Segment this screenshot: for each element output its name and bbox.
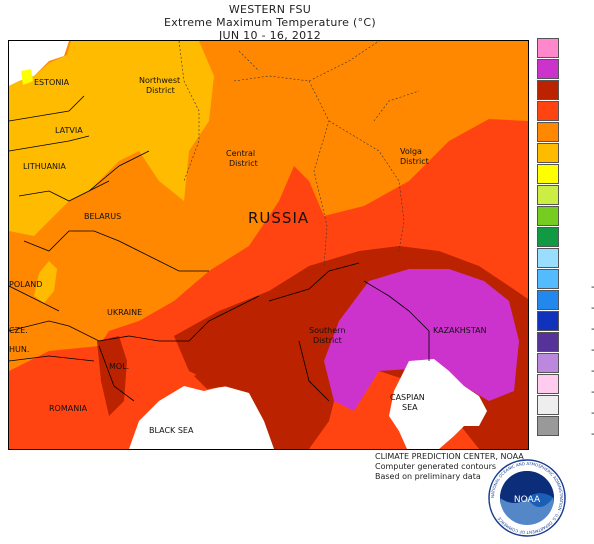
legend-label: 15 bbox=[569, 175, 594, 188]
map-date-range: JUN 10 - 16, 2012 bbox=[218, 29, 322, 42]
credit-line-2: Computer generated contours bbox=[375, 462, 497, 471]
label-central: Central bbox=[226, 149, 255, 158]
credit-line-3: Based on preliminary data bbox=[375, 472, 481, 481]
legend-label: 40 bbox=[569, 70, 594, 83]
label-caspian-sea: SEA bbox=[402, 403, 418, 412]
legend-swatch bbox=[537, 38, 559, 58]
zone-20-25-north bbox=[9, 41, 214, 236]
label-black-sea: BLACK SEA bbox=[149, 426, 194, 435]
legend-swatch bbox=[537, 416, 559, 436]
label-volga-district: District bbox=[400, 157, 429, 166]
country-borders bbox=[9, 95, 430, 402]
legend-label: -40 bbox=[569, 406, 594, 419]
legend-label: 20 bbox=[569, 154, 594, 167]
legend-label: -5 bbox=[569, 259, 594, 272]
legend-label: 30 bbox=[569, 112, 594, 125]
label-caspian: CASPIAN bbox=[390, 393, 425, 402]
label-northwest-district: District bbox=[146, 86, 175, 95]
legend-swatch bbox=[537, 269, 559, 289]
credit-line-1: CLIMATE PREDICTION CENTER, NOAA bbox=[375, 452, 524, 461]
legend-swatch bbox=[537, 80, 559, 100]
label-russia: RUSSIA bbox=[248, 209, 309, 227]
label-romania: ROMANIA bbox=[49, 404, 88, 413]
caspian-sea bbox=[389, 359, 487, 449]
legend-swatch bbox=[537, 206, 559, 226]
legend-swatch bbox=[537, 164, 559, 184]
legend-label: -35 bbox=[569, 385, 594, 398]
label-ukraine: UKRAINE bbox=[107, 308, 142, 317]
legend-swatch bbox=[537, 395, 559, 415]
legend-swatch bbox=[537, 143, 559, 163]
zone-40-45 bbox=[324, 269, 519, 411]
label-southern: Southern bbox=[309, 326, 345, 335]
label-kazakhstan: KAZAKHSTAN bbox=[433, 326, 487, 335]
map-title: WESTERN FSU bbox=[228, 3, 312, 16]
legend-label: 25 bbox=[569, 133, 594, 146]
district-borders bbox=[178, 41, 420, 267]
legend-swatch bbox=[537, 248, 559, 268]
legend-label: -20 bbox=[569, 322, 594, 335]
label-mol: MOL. bbox=[109, 362, 129, 371]
label-belarus: BELARUS bbox=[84, 212, 121, 221]
legend-label: 5 bbox=[569, 217, 594, 230]
legend-swatch bbox=[537, 227, 559, 247]
map-subtitle: Extreme Maximum Temperature (°C) bbox=[163, 16, 377, 29]
legend-label: 35 bbox=[569, 91, 594, 104]
legend-label: 45 bbox=[569, 49, 594, 62]
legend-label: -10 bbox=[569, 280, 594, 293]
label-southern-district: District bbox=[313, 336, 342, 345]
legend-label: 0 bbox=[569, 238, 594, 251]
label-estonia: ESTONIA bbox=[34, 78, 70, 87]
legend-label: -15 bbox=[569, 301, 594, 314]
label-cze: CZE. bbox=[9, 326, 28, 335]
label-northwest: Northwest bbox=[139, 76, 180, 85]
legend-swatch bbox=[537, 59, 559, 79]
label-volga: Volga bbox=[400, 147, 422, 156]
legend-swatch bbox=[537, 101, 559, 121]
zone-35-40-moldova bbox=[97, 336, 127, 416]
noaa-logo: NOAA NATIONAL OCEANIC AND ATMOSPHERIC AD… bbox=[488, 459, 566, 537]
credit-text: CLIMATE PREDICTION CENTER, NOAA Computer… bbox=[375, 452, 524, 482]
zone-20-25-poland bbox=[34, 261, 57, 303]
label-lithuania: LITHUANIA bbox=[23, 162, 66, 171]
label-central-district: District bbox=[229, 159, 258, 168]
black-sea bbox=[129, 386, 274, 449]
legend-label: -45 bbox=[569, 427, 594, 440]
label-poland: POLAND bbox=[9, 280, 42, 289]
crimea bbox=[194, 366, 237, 389]
legend-swatch bbox=[537, 374, 559, 394]
legend-label: -25 bbox=[569, 343, 594, 356]
legend-swatch bbox=[537, 353, 559, 373]
legend-swatch bbox=[537, 185, 559, 205]
zone-15-20 bbox=[21, 69, 33, 85]
legend-swatch bbox=[537, 311, 559, 331]
label-latvia: LATVIA bbox=[55, 126, 83, 135]
temperature-map: ESTONIA LATVIA LITHUANIA BELARUS POLAND … bbox=[8, 40, 529, 450]
svg-text:NOAA: NOAA bbox=[514, 495, 541, 505]
label-hun: HUN. bbox=[9, 345, 29, 354]
legend-swatch bbox=[537, 290, 559, 310]
legend-label: 10 bbox=[569, 196, 594, 209]
legend-label: -30 bbox=[569, 364, 594, 377]
legend-swatch bbox=[537, 332, 559, 352]
legend-swatch bbox=[537, 122, 559, 142]
map-canvas: ESTONIA LATVIA LITHUANIA BELARUS POLAND … bbox=[9, 41, 528, 449]
